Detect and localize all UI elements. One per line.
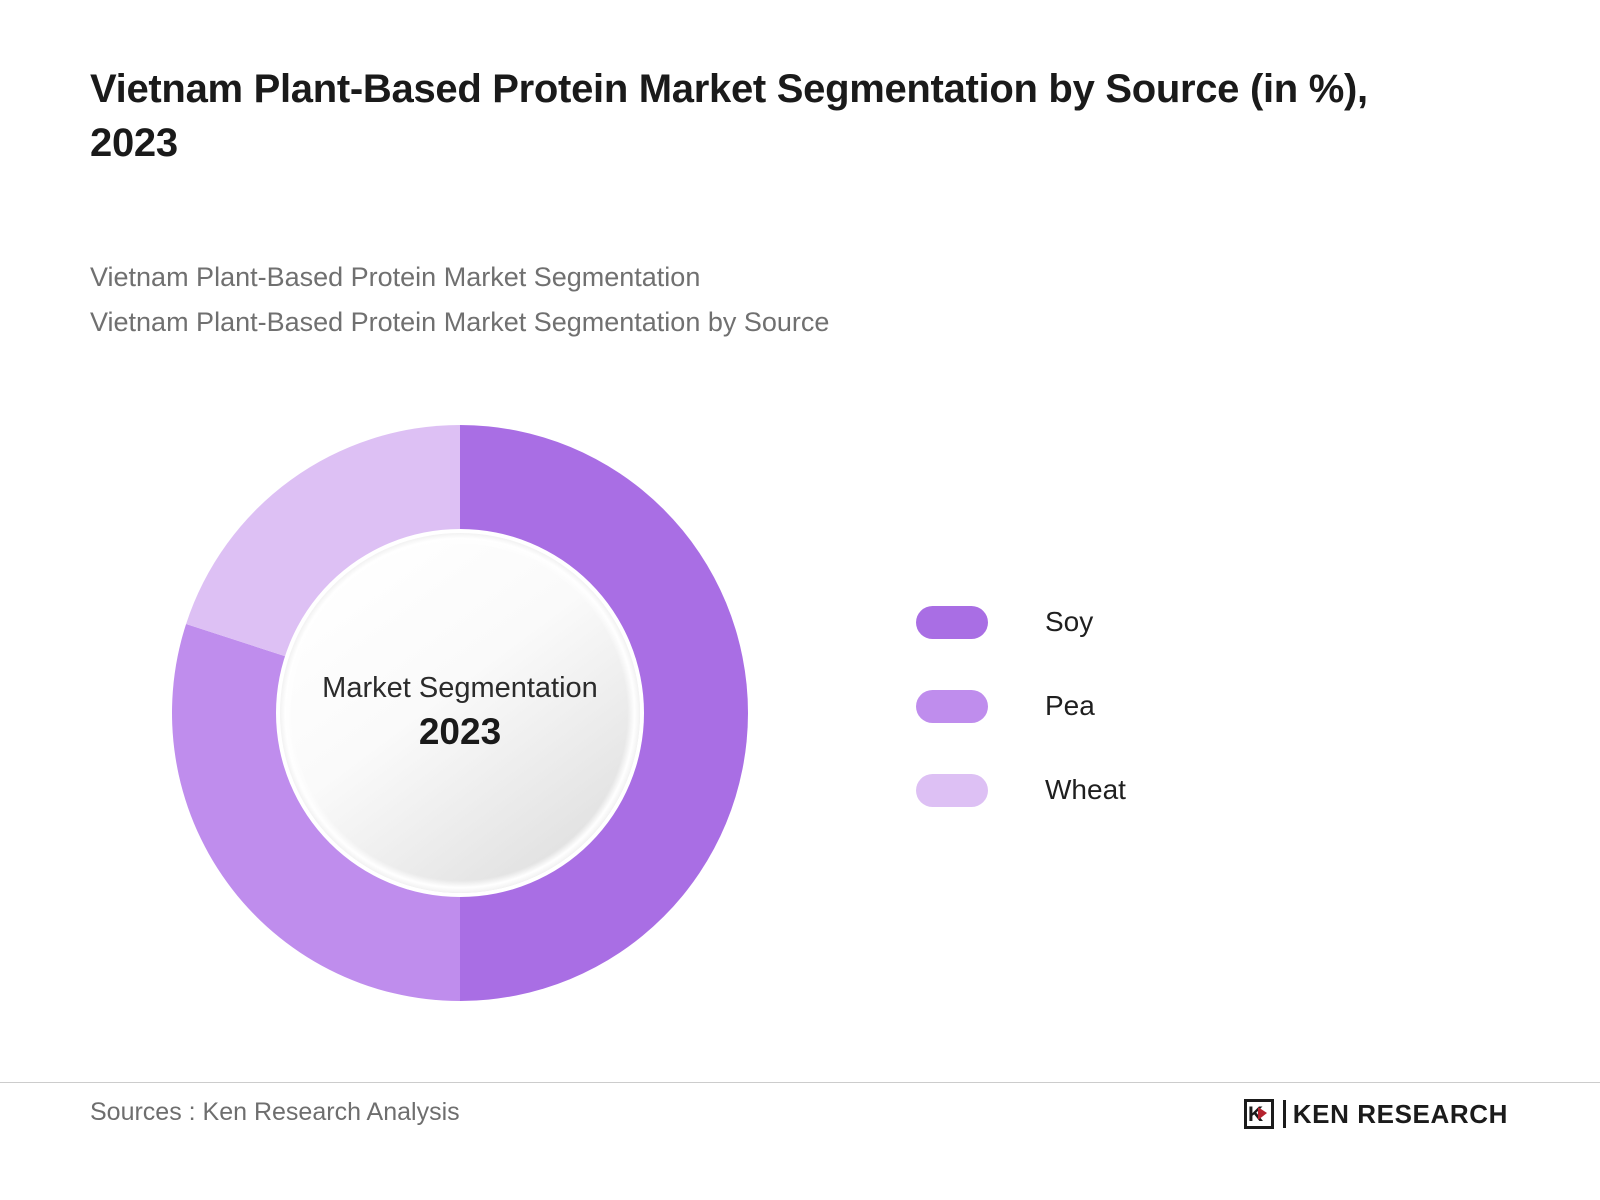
legend-swatch-pea — [916, 689, 988, 723]
page-title: Vietnam Plant-Based Protein Market Segme… — [90, 67, 1368, 165]
legend-swatch-soy — [916, 605, 988, 639]
legend-swatch-wheat — [916, 773, 988, 807]
footer-source-text: Sources : Ken Research Analysis — [90, 1098, 460, 1126]
donut-chart: Market Segmentation 2023 — [172, 425, 748, 1001]
ken-research-logo[interactable]: K KEN RESEARCH — [1243, 1097, 1508, 1131]
chart-subtitle-line-2: Vietnam Plant-Based Protein Market Segme… — [90, 307, 830, 338]
chart-subtitle-line-1: Vietnam Plant-Based Protein Market Segme… — [90, 262, 701, 292]
legend-label-soy: Soy — [1045, 606, 1094, 637]
chart-subtitle-block: Vietnam Plant-Based Protein Market Segme… — [90, 255, 1290, 346]
donut-hub-highlight — [280, 533, 640, 893]
legend-label-pea: Pea — [1045, 690, 1095, 721]
logo-wordmark: KEN RESEARCH — [1292, 1099, 1508, 1129]
legend-item-wheat[interactable]: Wheat — [916, 748, 1126, 832]
legend-label-wheat: Wheat — [1045, 774, 1126, 805]
footer-divider — [0, 1082, 1600, 1083]
chart-legend: Soy Pea Wheat — [916, 580, 1126, 832]
logo-k-mark-icon: K — [1243, 1099, 1274, 1129]
legend-item-pea[interactable]: Pea — [916, 664, 1126, 748]
legend-item-soy[interactable]: Soy — [916, 580, 1126, 664]
donut-chart-svg — [172, 425, 748, 1001]
chart-header: Vietnam Plant-Based Protein Market Segme… — [90, 62, 1430, 170]
logo-divider-bar — [1282, 1100, 1286, 1128]
